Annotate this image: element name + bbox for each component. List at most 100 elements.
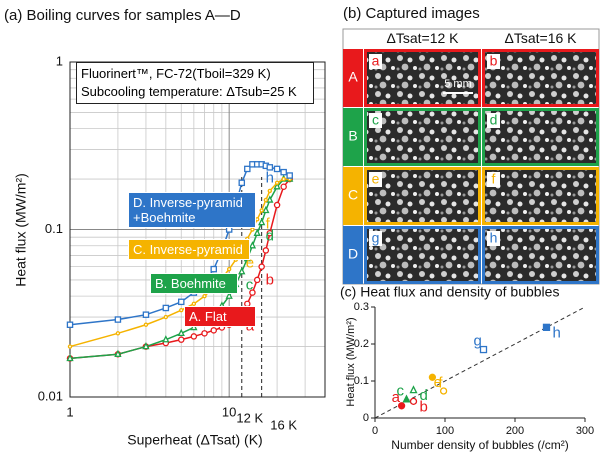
marker (142, 311, 150, 318)
marker (402, 394, 411, 403)
marker (273, 182, 281, 190)
legend-entry: C. Inverse-pyramid (128, 239, 250, 260)
x-tick-label: 0 (372, 425, 378, 437)
x-axis-label: Number density of bubbles (/cm²) (391, 438, 568, 452)
image-label-bg (487, 172, 500, 187)
marker (280, 168, 287, 176)
marker (115, 331, 121, 336)
row-label: A (348, 69, 358, 85)
marker (266, 195, 274, 203)
captured-image (482, 108, 599, 166)
marker (258, 263, 265, 270)
point-label: d (420, 387, 428, 404)
marker (248, 241, 257, 249)
marker (162, 335, 170, 343)
chart-title: (a) Boiling curves for samples A—D (4, 7, 241, 24)
column-header: ΔTsat=16 K (504, 30, 577, 46)
row-label: B (348, 128, 357, 144)
marker (542, 323, 551, 332)
marker (266, 229, 274, 237)
marker (281, 176, 286, 182)
marker (178, 298, 185, 306)
marker (266, 164, 274, 171)
marker (238, 267, 246, 275)
y-tick-label: 0.2 (354, 338, 369, 350)
image-label-bg (369, 231, 382, 246)
marker (162, 304, 170, 312)
point-label: e (246, 254, 254, 271)
x-tick-label: 1 (66, 404, 73, 419)
marker (428, 373, 437, 381)
point-label: b (420, 398, 428, 415)
marker (210, 265, 217, 273)
x-tick-label: 100 (436, 425, 454, 437)
y-axis-label: Heat flux (MW/m²) (13, 173, 29, 287)
marker (225, 291, 233, 299)
image-label: b (490, 53, 498, 69)
marker (163, 314, 169, 320)
marker (114, 316, 122, 323)
y-tick-label: 0.1 (45, 221, 63, 236)
marker (66, 353, 74, 362)
image-label-bg (487, 113, 500, 128)
x-tick-label: 200 (506, 425, 524, 437)
image-label: a (372, 53, 380, 69)
marker (66, 321, 74, 328)
image-label: g (372, 230, 380, 246)
marker (409, 385, 418, 394)
row-header (343, 226, 363, 284)
row-header (343, 49, 363, 107)
point-label: f (438, 374, 443, 391)
image-label-bg (369, 113, 382, 128)
marker (249, 289, 256, 296)
marker (210, 327, 217, 334)
reference-label: 16 K (270, 417, 297, 432)
scale-bar-label: 5 mm (444, 78, 472, 90)
y-tick-label: 1 (56, 53, 63, 68)
marker (244, 165, 251, 173)
marker (253, 228, 261, 236)
captured-image (364, 49, 481, 107)
captured-image (364, 108, 481, 166)
point-label: c (246, 277, 254, 294)
marker (179, 307, 184, 313)
marker (226, 266, 232, 272)
image-label-bg (487, 54, 500, 69)
row-label: C (348, 187, 358, 203)
marker (262, 205, 270, 214)
captured-image (482, 49, 599, 107)
marker (114, 349, 122, 357)
captured-image (364, 226, 481, 284)
image-label: e (372, 171, 380, 187)
marker (280, 183, 287, 190)
marker (263, 197, 269, 203)
marker (190, 333, 198, 340)
annotation-box: Fluorinert™, FC-72(Tboil=329 K) Subcooli… (76, 62, 314, 104)
marker (267, 188, 273, 194)
captured-image (364, 167, 481, 225)
x-axis-label: Superheat (ΔTsat) (K) (127, 432, 262, 448)
marker (67, 344, 73, 349)
marker (202, 293, 207, 299)
marker (177, 328, 185, 337)
marker (409, 397, 418, 406)
x-tick-label: 300 (576, 425, 594, 437)
image-label: f (492, 171, 496, 187)
marker (258, 217, 266, 226)
marker (191, 301, 197, 307)
row-label: D (348, 246, 358, 262)
chart-title: (c) Heat flux and density of bubbles (340, 284, 559, 300)
image-label: d (490, 112, 498, 128)
reference-label: 12 K (236, 410, 263, 425)
marker (253, 276, 261, 284)
marker (254, 217, 260, 222)
marker (259, 208, 264, 213)
legend-entry: A. Flat (184, 306, 256, 327)
point-label: c (397, 382, 405, 399)
image-label-bg (369, 172, 382, 187)
marker (274, 180, 280, 186)
y-tick-label: 0.01 (38, 388, 63, 403)
marker (286, 172, 293, 179)
